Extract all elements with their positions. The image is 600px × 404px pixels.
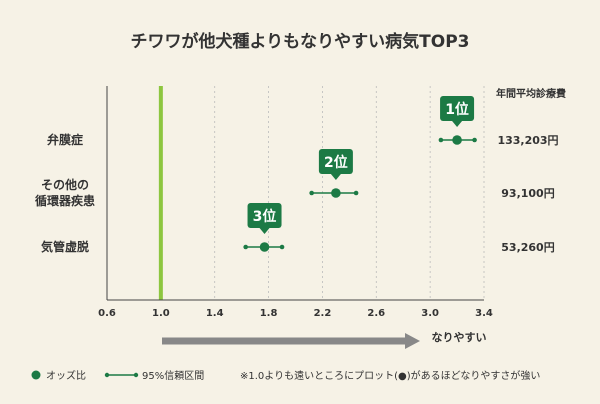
ci-lower-end	[309, 190, 314, 196]
x-tick-label: 1.8	[260, 308, 278, 319]
category-label: その他の	[41, 177, 89, 192]
x-tick-label: 0.6	[98, 308, 116, 319]
axes	[106, 86, 484, 301]
arrow-label: なりやすい	[432, 331, 487, 344]
x-tick-label: 3.0	[421, 308, 439, 319]
rank-badge	[318, 149, 353, 174]
x-tick-label: 3.4	[475, 308, 493, 319]
data-row: 気管虚脱 3位 53,260円	[41, 203, 555, 254]
rank-label: 1位	[445, 101, 469, 118]
arrow-head	[405, 333, 420, 349]
x-tick-label: 1.4	[206, 308, 224, 319]
ci-upper-end	[279, 244, 285, 250]
rank-badge-pointer	[259, 228, 270, 234]
x-tick-label: 2.2	[314, 308, 332, 319]
category-label: 弁膜症	[47, 132, 83, 147]
legend: オッズ比 95%信頼区間 ※1.0よりも遠いところにプロット(●)があるほどなり…	[31, 369, 540, 382]
rank-label: 2位	[324, 154, 348, 171]
x-tick-label: 1.0	[152, 308, 170, 319]
cost-value: 93,100円	[501, 187, 554, 200]
category-label: 気管虚脱	[41, 239, 89, 254]
odds-point	[331, 188, 341, 198]
legend-point-marker	[31, 370, 41, 380]
rank-badge	[440, 96, 475, 121]
legend-point-label: オッズ比	[46, 369, 86, 382]
ci-lower-end	[438, 137, 444, 143]
chart-title: チワワが他犬種よりもなりやすい病気TOP3	[131, 31, 470, 52]
footnote: ※1.0よりも遠いところにプロット(●)があるほどなりやすさが強い	[240, 369, 540, 382]
ci-upper-end	[472, 137, 477, 143]
x-tick-labels: 0.6 1.0 1.4 1.8 2.2 2.6 3.0 3.4	[98, 308, 493, 319]
rank-badge-pointer	[452, 121, 463, 127]
legend-ci-marker	[104, 372, 139, 378]
cost-value: 53,260円	[501, 241, 554, 254]
odds-point	[452, 135, 462, 145]
rank-badge	[247, 203, 282, 228]
ci-lower-end	[243, 244, 248, 250]
odds-point	[259, 242, 270, 252]
value-header: 年間平均診療費	[496, 87, 566, 100]
x-tick-label: 2.6	[367, 308, 385, 319]
ci-upper-end	[353, 190, 359, 196]
direction-arrow	[162, 333, 420, 349]
legend-ci-label: 95%信頼区間	[142, 370, 204, 382]
cost-value: 133,203円	[497, 134, 558, 147]
data-row: 弁膜症 1位 133,203円	[47, 96, 559, 147]
category-label: 循環器疾患	[35, 193, 95, 208]
rank-badge-pointer	[330, 174, 341, 180]
rank-label: 3位	[253, 208, 277, 225]
